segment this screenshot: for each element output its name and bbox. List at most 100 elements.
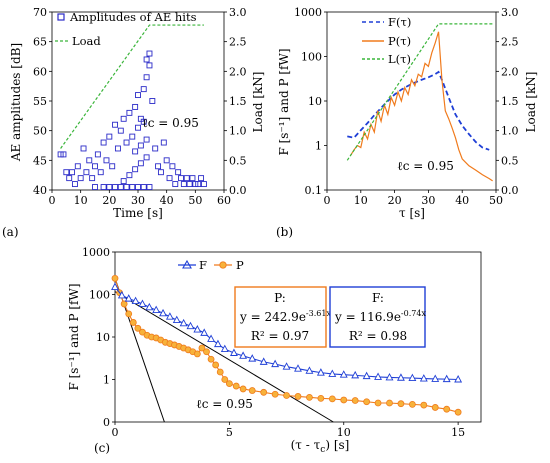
ae-hit-point <box>83 169 90 176</box>
legend-b-label-f: F(τ) <box>388 15 411 29</box>
ae-hit-point <box>129 184 136 190</box>
plot-area-a <box>57 24 207 190</box>
series-p-point-c <box>420 401 428 409</box>
series-p-point-c <box>193 350 201 358</box>
xlabel-c-unit: ) [s] <box>325 438 349 452</box>
y2label-b: Load [kN] <box>524 72 538 133</box>
series-f-point-c <box>294 364 302 372</box>
ytick-label-b: 1 <box>315 140 322 153</box>
series-p-point-c <box>198 344 206 352</box>
series-p-point-c <box>306 393 313 401</box>
ytick-label-c: 1000 <box>82 246 110 259</box>
ytick-label-b: 0.1 <box>305 184 323 197</box>
ae-hit-point <box>143 136 150 143</box>
y2tick-label-b: 3.0 <box>501 6 519 19</box>
ae-hit-point <box>129 133 136 140</box>
ae-hit-point <box>186 181 193 188</box>
series-p-point-c <box>248 387 256 394</box>
ae-hit-point <box>120 178 127 185</box>
y2tick-label-a: 3.0 <box>229 6 247 19</box>
series-f-point-c <box>138 299 147 307</box>
ae-hit-point <box>166 175 173 182</box>
ae-hit-point <box>112 184 119 190</box>
series-p-point-c <box>120 300 128 308</box>
series-f-point-c <box>408 373 417 382</box>
series-f-line-b <box>347 70 490 151</box>
ae-hit-point <box>126 172 133 179</box>
series-p-point-c <box>294 393 302 400</box>
series-f-point-c <box>259 357 268 365</box>
ytick-label-b: 100 <box>301 51 322 64</box>
y2tick-label-a: 2.0 <box>229 65 247 78</box>
ae-hit-point <box>146 184 153 190</box>
series-p-point-c <box>129 319 137 326</box>
axis-ticks-b: 0 10 20 30 40 50 0.1 1 10 100 1000 0.0 0.5 1.0 1.5 2.0 2… <box>294 6 519 207</box>
ae-hit-point <box>89 175 96 182</box>
fit-f-title: F: <box>372 291 384 305</box>
ae-hit-point <box>126 109 133 116</box>
legend-b-label-p: P(τ) <box>388 34 411 48</box>
series-f-point-c <box>186 321 195 330</box>
series-f-point-c <box>305 366 314 374</box>
series-f-point-c <box>200 328 209 336</box>
y2tick-label-b: 2.0 <box>501 65 519 78</box>
ae-hit-point <box>132 103 139 110</box>
ytick-label-c: 0 <box>103 416 110 429</box>
ae-hit-point <box>109 163 116 170</box>
fit-f-eq-exp: -0.74x <box>401 309 427 318</box>
legend-b: F(τ) P(τ) L(τ) <box>362 15 411 66</box>
ae-hit-point <box>143 74 150 81</box>
series-p-point-c <box>408 400 416 408</box>
series-f-point-c <box>159 308 167 317</box>
xtick-label-a: 20 <box>102 194 116 207</box>
series-f-point-c <box>431 374 440 382</box>
axis-ticks-c: 0 5 10 15 0 1 10 100 1000 <box>82 246 465 439</box>
ytick-label-c: 1 <box>103 374 110 387</box>
series-p-point-c <box>260 388 268 396</box>
ae-hit-point <box>66 175 73 182</box>
ae-hit-point <box>106 133 113 140</box>
ae-hit-point <box>92 163 98 170</box>
ae-hit-point <box>60 151 67 158</box>
xtick-label-b: 30 <box>421 194 435 207</box>
ae-hit-point <box>71 181 78 188</box>
ae-hit-point <box>106 184 113 190</box>
legend-a-label-ae: Amplitudes of AE hits <box>69 10 197 24</box>
y2tick-label-a: 0.5 <box>229 154 247 167</box>
xtick-label-b: 10 <box>354 194 368 207</box>
series-p-point-c <box>374 399 382 407</box>
ae-hit-point <box>140 86 147 93</box>
ae-hit-point <box>132 148 139 155</box>
axis-ticks-a: 0 10 20 30 40 50 60 40 45 50 55 60 65 70 0.0 0.5 1.0 1.5 2… <box>33 6 247 207</box>
legend-a-marker-ae <box>57 13 65 21</box>
panel-label-b: (b) <box>276 225 293 239</box>
xtick-label-c: 0 <box>112 426 119 439</box>
series-f-point-c <box>385 372 394 381</box>
y2tick-label-a: 1.0 <box>229 125 247 138</box>
series-f-point-c <box>165 312 174 320</box>
ae-hit-point <box>152 145 159 152</box>
ylabel-c: F [s⁻¹] and P [fW] <box>67 283 81 390</box>
xtick-label-a: 10 <box>74 194 88 207</box>
panel-label-a: (a) <box>2 225 19 239</box>
ytick-label-b: 10 <box>308 95 322 108</box>
series-p-point-c <box>317 394 325 402</box>
series-p-point-c <box>203 348 210 356</box>
series-f-point-c <box>282 362 291 370</box>
ae-hit-point <box>140 184 147 190</box>
ae-hit-point <box>112 121 119 128</box>
fit-p-title: P: <box>274 291 286 305</box>
xtick-label-b: 50 <box>489 194 503 207</box>
annotation-c: ℓc = 0.95 <box>196 397 253 411</box>
ae-hit-point <box>92 184 98 190</box>
ae-hit-point <box>123 139 130 146</box>
series-f-point-c <box>271 359 280 368</box>
series-p-point-c <box>397 400 405 408</box>
series-p-point-c <box>363 398 371 406</box>
series-f-point-c <box>131 296 140 305</box>
xtick-label-c: 10 <box>337 426 351 439</box>
ae-hit-point <box>135 184 141 190</box>
fit-f-eq-base: y = 116.9e <box>334 310 401 324</box>
series-p-point-c <box>207 355 215 363</box>
